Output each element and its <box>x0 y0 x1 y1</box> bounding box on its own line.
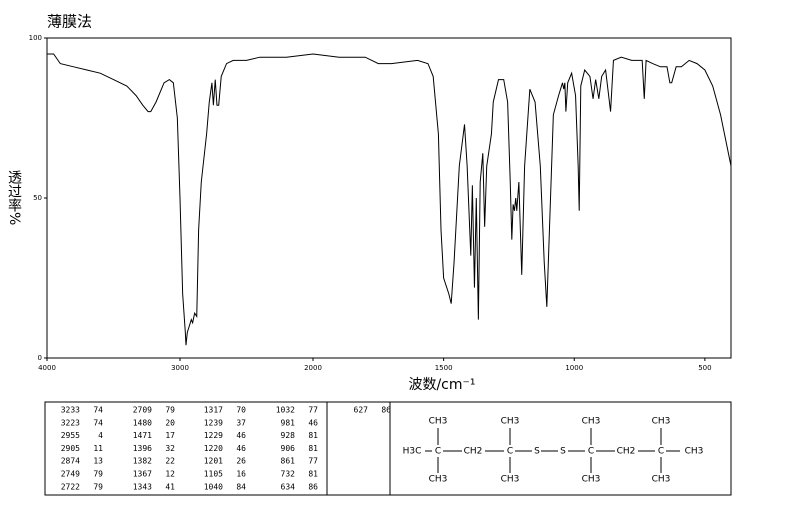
peak-transmittance: 81 <box>308 470 318 479</box>
structure-atom: C <box>507 447 513 457</box>
peak-wavenumber: 2709 <box>133 406 152 415</box>
table-frame <box>44 401 732 496</box>
structure-atom: CH3 <box>652 475 671 485</box>
peak-transmittance: 46 <box>308 418 318 427</box>
y-tick-label: 100 <box>29 34 42 42</box>
peak-transmittance: 79 <box>93 482 103 491</box>
chart-title: 薄膜法 <box>47 13 92 31</box>
peak-transmittance: 41 <box>165 482 175 491</box>
peak-wavenumber: 861 <box>281 457 296 466</box>
x-tick-label: 4000 <box>38 364 56 372</box>
structure-atom: CH3 <box>685 447 704 457</box>
peak-wavenumber: 1032 <box>276 406 295 415</box>
peak-wavenumber: 3233 <box>61 406 80 415</box>
peak-transmittance: 46 <box>236 431 246 440</box>
peak-wavenumber: 732 <box>281 470 296 479</box>
peak-wavenumber: 1471 <box>133 431 152 440</box>
peak-transmittance: 13 <box>93 457 103 466</box>
structure-atom: CH3 <box>501 417 520 427</box>
peak-transmittance: 26 <box>236 457 246 466</box>
y-axis-label: 透过率% <box>6 170 22 225</box>
peak-transmittance: 79 <box>93 470 103 479</box>
x-tick-label: 1500 <box>435 364 453 372</box>
peak-transmittance: 86 <box>308 482 318 491</box>
peak-wavenumber: 981 <box>281 418 296 427</box>
y-tick-label: 0 <box>38 354 42 362</box>
structure-atom: CH2 <box>617 447 636 457</box>
peak-wavenumber: 1367 <box>133 470 152 479</box>
peak-transmittance: 37 <box>236 418 246 427</box>
peak-wavenumber: 634 <box>281 482 296 491</box>
peak-transmittance: 84 <box>236 482 246 491</box>
peak-transmittance: 77 <box>308 406 318 415</box>
structure-atom: C <box>588 447 594 457</box>
peak-wavenumber: 2722 <box>61 482 80 491</box>
structure-atom: CH3 <box>501 475 520 485</box>
peak-wavenumber: 1105 <box>204 470 223 479</box>
peak-transmittance: 70 <box>236 406 246 415</box>
peak-wavenumber: 2749 <box>61 470 80 479</box>
spectrum-line <box>47 53 732 346</box>
peak-wavenumber: 2955 <box>61 431 80 440</box>
structure-atom: C <box>658 447 664 457</box>
peak-wavenumber: 1201 <box>204 457 223 466</box>
peak-transmittance: 74 <box>93 418 103 427</box>
structure-atom: CH3 <box>429 417 448 427</box>
structure-atom: CH3 <box>652 417 671 427</box>
x-tick-label: 500 <box>698 364 711 372</box>
structure-atom: CH2 <box>464 447 483 457</box>
peak-wavenumber: 1220 <box>204 444 223 453</box>
x-tick-label: 3000 <box>171 364 189 372</box>
peak-wavenumber: 2905 <box>61 444 80 453</box>
peak-transmittance: 32 <box>165 444 175 453</box>
peak-transmittance: 77 <box>308 457 318 466</box>
peak-transmittance: 46 <box>236 444 246 453</box>
structure-atom: H3C <box>403 447 422 457</box>
structure-atom: CH3 <box>582 417 601 427</box>
x-tick-label: 1000 <box>565 364 583 372</box>
peak-wavenumber: 1382 <box>133 457 152 466</box>
peak-wavenumber: 1343 <box>133 482 152 491</box>
structure-atom: S <box>534 447 540 457</box>
peak-transmittance: 74 <box>93 406 103 415</box>
structure-bonds <box>425 428 680 473</box>
peak-transmittance: 79 <box>165 406 175 415</box>
x-tick-label: 2000 <box>304 364 322 372</box>
peak-transmittance: 22 <box>165 457 175 466</box>
structure-atom: CH3 <box>582 475 601 485</box>
peak-wavenumber: 1229 <box>204 431 223 440</box>
structure-atom: CH3 <box>429 475 448 485</box>
structure-atom: C <box>435 447 441 457</box>
plot-frame <box>46 37 732 359</box>
peak-wavenumber: 928 <box>281 431 296 440</box>
peak-wavenumber: 2874 <box>61 457 80 466</box>
y-tick-label: 50 <box>33 194 42 202</box>
peak-transmittance: 16 <box>236 470 246 479</box>
peak-transmittance: 20 <box>165 418 175 427</box>
peak-transmittance: 11 <box>93 444 103 453</box>
peak-wavenumber: 1040 <box>204 482 223 491</box>
x-axis-label: 波数/cm⁻¹ <box>408 377 475 393</box>
peak-transmittance: 4 <box>98 431 103 440</box>
peak-transmittance: 86 <box>381 406 391 415</box>
peak-wavenumber: 1396 <box>133 444 152 453</box>
peak-transmittance: 12 <box>165 470 175 479</box>
peak-wavenumber: 1239 <box>204 418 223 427</box>
peak-transmittance: 81 <box>308 444 318 453</box>
peak-wavenumber: 906 <box>281 444 296 453</box>
peak-transmittance: 17 <box>165 431 175 440</box>
peak-wavenumber: 1317 <box>204 406 223 415</box>
peak-wavenumber: 627 <box>354 406 369 415</box>
peak-wavenumber: 3223 <box>61 418 80 427</box>
peak-wavenumber: 1480 <box>133 418 152 427</box>
structure-atom: S <box>560 447 566 457</box>
peak-transmittance: 81 <box>308 431 318 440</box>
